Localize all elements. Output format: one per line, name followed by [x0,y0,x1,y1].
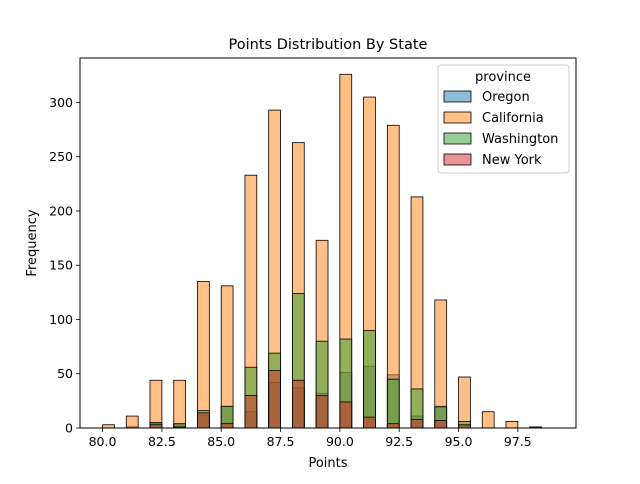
histogram-bar [173,379,187,429]
x-tick-label: 90.0 [326,434,354,449]
histogram-bar [244,395,258,429]
y-tick-label: 300 [49,95,73,110]
x-tick-label: 85.0 [207,434,235,449]
x-axis-label: Points [308,456,347,471]
y-tick-label: 100 [49,312,73,327]
histogram-bar [505,421,519,429]
histogram-bar [268,370,281,429]
legend: province Oregon California Washington New Y… [437,64,570,174]
x-tick-label: 82.5 [148,434,176,449]
histogram-bar [292,379,305,429]
y-tick-label: 150 [49,258,73,273]
histogram-bar [434,420,448,429]
histogram-bar [386,423,400,429]
histogram-bar [410,418,424,429]
legend-label: California [482,111,544,126]
x-tick-label: 92.5 [385,434,413,449]
y-axis-ticks: 0 50 100 150 200 250 300 [49,95,80,436]
histogram-bar [363,329,376,429]
histogram-bar [315,395,329,429]
legend-items: Oregon California Washington New York [443,90,558,168]
legend-title: province [475,70,531,85]
histogram-bar [220,423,234,429]
histogram-bar [458,376,471,429]
bars-layer [102,73,542,429]
legend-label: Oregon [482,90,530,105]
histogram-bar [481,411,495,429]
legend-swatch [443,90,472,103]
x-tick-label: 95.0 [445,434,473,449]
histogram-bar [197,281,210,429]
histogram-bar [386,378,400,429]
y-axis-label: Frequency [25,209,40,276]
histogram-bar [339,401,353,429]
x-tick-label: 87.5 [267,434,295,449]
histogram-bar [197,412,210,429]
histogram-bar [149,379,163,429]
x-axis-ticks: 80.0 82.5 85.0 87.5 90.0 92.5 95.0 97.5 [89,428,532,449]
legend-swatch [443,111,472,124]
legend-swatch [443,153,472,166]
y-tick-label: 50 [57,366,73,381]
y-tick-label: 250 [49,149,73,164]
y-tick-label: 200 [49,203,73,218]
chart-title: Points Distribution By State [229,37,428,53]
x-tick-label: 80.0 [89,434,117,449]
legend-label: New York [482,153,542,168]
histogram-bar [125,415,139,429]
legend-label: Washington [482,132,558,147]
y-tick-label: 0 [65,421,73,436]
x-tick-label: 97.5 [504,434,532,449]
histogram-bar [363,416,376,429]
plot-frame [79,57,577,429]
legend-swatch [443,132,472,145]
